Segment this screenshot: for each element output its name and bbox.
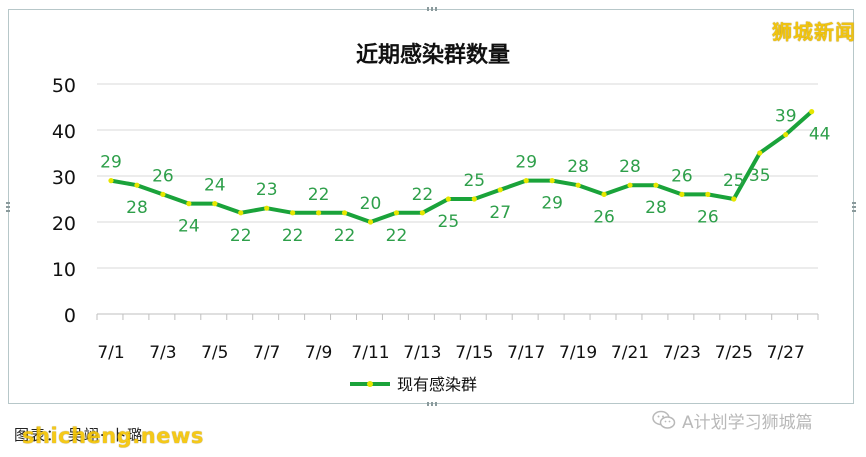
y-tick-label: 40 xyxy=(52,121,76,143)
x-tick-label: 7/25 xyxy=(715,343,753,363)
wechat-icon xyxy=(652,410,676,429)
data-label: 22 xyxy=(412,185,434,205)
y-tick-label: 50 xyxy=(52,75,76,97)
data-label: 28 xyxy=(619,157,641,177)
data-point xyxy=(341,210,348,216)
data-label: 29 xyxy=(541,194,563,214)
axis-layer: 0 10 20 30 40 50 7/1 7/3 7/5 7/7 7/9 7/11 7/13 7/15 7/… xyxy=(52,75,819,363)
data-point xyxy=(108,178,114,184)
brand-watermark: 狮城新闻 xyxy=(772,20,856,44)
grid-layer xyxy=(97,83,818,269)
series-layer: 2928262424222322222220222225252729292826… xyxy=(100,107,830,246)
data-label: 25 xyxy=(438,212,460,232)
data-point xyxy=(549,178,555,184)
data-point xyxy=(445,196,451,202)
x-tick-label: 7/9 xyxy=(305,343,332,363)
x-tick-label: 7/23 xyxy=(663,343,701,363)
data-point xyxy=(419,210,425,216)
chart-title: 近期感染群数量 xyxy=(356,42,510,68)
data-point xyxy=(186,201,192,207)
x-tick-label: 7/15 xyxy=(455,343,493,363)
data-label: 26 xyxy=(671,166,693,186)
data-label: 25 xyxy=(463,171,485,191)
data-point xyxy=(471,196,477,202)
data-label: 29 xyxy=(515,153,537,173)
data-point xyxy=(705,191,711,197)
data-label: 22 xyxy=(334,226,356,246)
data-point xyxy=(367,219,374,225)
data-point xyxy=(731,196,737,202)
data-label: 22 xyxy=(282,226,304,246)
resize-handle-bottom[interactable] xyxy=(427,402,437,406)
legend-label: 现有感染群 xyxy=(397,375,477,394)
legend-marker-swatch xyxy=(367,381,373,387)
data-label: 44 xyxy=(809,125,831,145)
data-label: 26 xyxy=(697,207,719,227)
data-point xyxy=(601,191,607,197)
data-label: 23 xyxy=(256,180,278,200)
legend: 现有感染群 xyxy=(350,375,477,394)
wechat-account-name: A计划学习狮城篇 xyxy=(682,412,813,433)
data-point xyxy=(264,205,270,211)
x-tick-label: 7/7 xyxy=(253,343,280,363)
y-tick-label: 0 xyxy=(64,305,76,327)
y-tick-label: 20 xyxy=(52,213,76,235)
resize-handle-left[interactable] xyxy=(6,202,10,212)
data-point xyxy=(575,182,581,188)
data-label: 28 xyxy=(645,198,667,218)
x-tick-label: 7/27 xyxy=(767,343,805,363)
data-point xyxy=(783,132,789,138)
data-point xyxy=(212,201,218,207)
data-point xyxy=(393,210,400,216)
data-label: 26 xyxy=(593,207,615,227)
series-line xyxy=(110,110,813,224)
data-point xyxy=(679,191,685,197)
data-label: 39 xyxy=(775,107,797,127)
data-point xyxy=(290,210,296,216)
data-label: 28 xyxy=(126,198,148,218)
x-tick-label: 7/13 xyxy=(403,343,441,363)
chart-credit-caption: 图表： 吴翊· 卜璐 xyxy=(14,426,144,444)
data-label: 29 xyxy=(100,153,122,173)
data-point xyxy=(316,210,322,216)
data-label: 20 xyxy=(360,194,382,214)
data-label: 27 xyxy=(489,203,511,223)
data-point xyxy=(160,191,166,197)
data-point xyxy=(523,178,529,184)
data-label: 22 xyxy=(386,226,408,246)
data-label: 22 xyxy=(230,226,252,246)
data-point xyxy=(653,182,659,188)
data-point xyxy=(757,150,763,156)
site-watermark: shicheng.news xyxy=(22,424,204,448)
data-label: 26 xyxy=(152,166,174,186)
x-tick-label: 7/3 xyxy=(149,343,176,363)
resize-handle-right[interactable] xyxy=(852,202,856,212)
data-point xyxy=(497,187,503,193)
wechat-account: A计划学习狮城篇 xyxy=(652,407,813,433)
data-label: 24 xyxy=(178,217,200,237)
data-label: 25 xyxy=(723,171,745,191)
x-tick-label: 7/5 xyxy=(201,343,228,363)
x-tick-label: 7/17 xyxy=(507,343,545,363)
data-point xyxy=(238,210,244,216)
x-tick-label: 7/11 xyxy=(351,343,389,363)
data-label: 28 xyxy=(567,157,589,177)
x-tick-label: 7/1 xyxy=(97,343,124,363)
data-label: 35 xyxy=(749,166,771,186)
data-point xyxy=(809,109,815,115)
x-tick-label: 7/21 xyxy=(611,343,649,363)
data-point xyxy=(627,182,633,188)
y-tick-label: 10 xyxy=(52,259,76,281)
data-point xyxy=(134,182,140,188)
y-tick-label: 30 xyxy=(52,167,76,189)
data-label: 24 xyxy=(204,176,226,196)
x-tick-label: 7/19 xyxy=(559,343,597,363)
resize-handle-top[interactable] xyxy=(427,7,437,11)
data-label: 22 xyxy=(308,185,330,205)
